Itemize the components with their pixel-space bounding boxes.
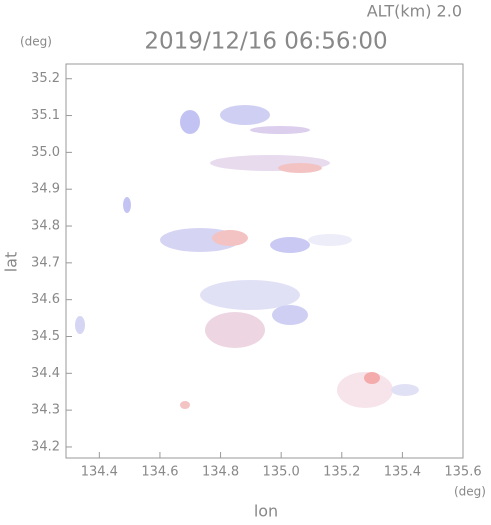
plot-frame xyxy=(65,63,464,459)
x-tick-label: 134.4 xyxy=(81,465,118,480)
y-tick-label: 34.4 xyxy=(31,366,60,381)
y-tick-label: 34.8 xyxy=(31,219,60,234)
x-tick-label: 135.2 xyxy=(323,465,360,480)
y-tick-label: 34.7 xyxy=(31,255,60,270)
echo-field xyxy=(75,105,419,409)
x-tick-label: 134.6 xyxy=(141,465,178,480)
y-tick-label: 34.5 xyxy=(31,329,60,344)
y-tick-label: 35.2 xyxy=(31,71,60,86)
y-tick-label: 34.2 xyxy=(31,439,60,454)
chart-title: 2019/12/16 06:56:00 xyxy=(144,29,387,55)
y-tick-label: 34.9 xyxy=(31,182,60,197)
y-tick-label: 34.3 xyxy=(31,403,60,418)
annotation: ALT(km) 2.0 xyxy=(367,2,462,21)
x-unit: (deg) xyxy=(454,485,486,499)
x-tick-label: 135.0 xyxy=(263,465,300,480)
y-unit: (deg) xyxy=(20,35,52,49)
y-axis-label: lat xyxy=(2,252,21,273)
x-tick-label: 134.8 xyxy=(202,465,239,480)
y-tick-label: 35.0 xyxy=(31,145,60,160)
y-tick-label: 34.6 xyxy=(31,292,60,307)
x-tick-label: 135.4 xyxy=(384,465,421,480)
y-tick-label: 35.1 xyxy=(31,108,60,123)
x-axis-label: lon xyxy=(254,502,278,521)
x-tick-label: 135.6 xyxy=(444,465,481,480)
